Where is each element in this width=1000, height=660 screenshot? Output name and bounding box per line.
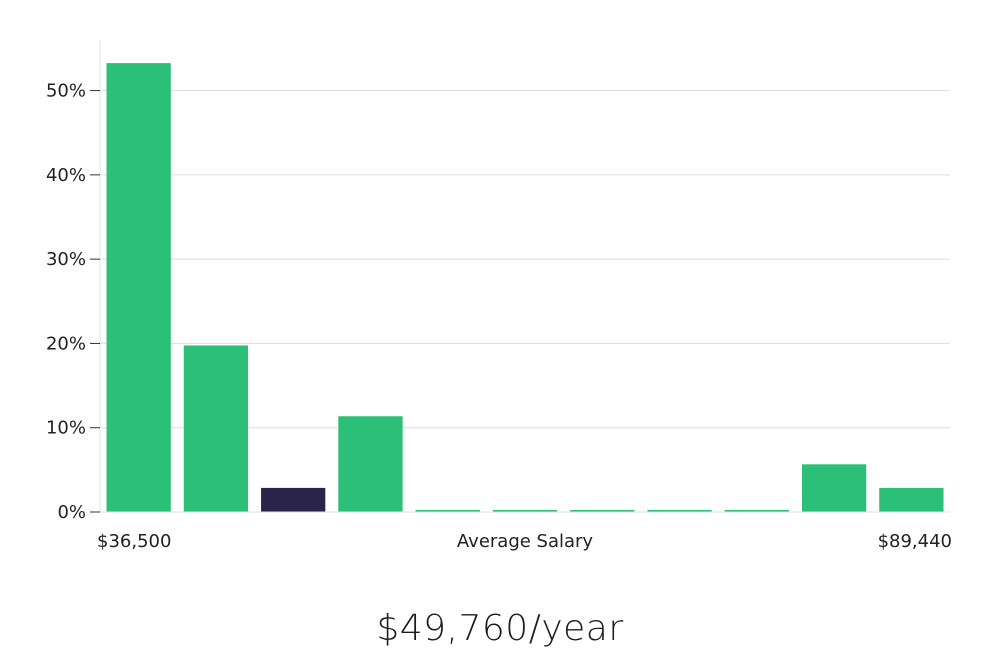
bar xyxy=(879,487,944,513)
bar-highlighted xyxy=(261,487,326,513)
bar xyxy=(801,464,867,513)
x-axis-title: Average Salary xyxy=(457,531,594,552)
bar xyxy=(338,416,403,513)
y-tick-label: 50% xyxy=(46,81,86,102)
x-max-label: $89,440 xyxy=(878,531,952,552)
y-tick-label: 0% xyxy=(57,502,86,523)
bar xyxy=(183,345,249,513)
x-min-label: $36,500 xyxy=(97,531,171,552)
y-tick-label: 30% xyxy=(46,249,86,270)
y-tick-label: 40% xyxy=(46,165,86,186)
average-salary-value: $49,760/year xyxy=(376,608,624,649)
gridlines xyxy=(100,90,950,429)
y-axis-ticks: 0% 10% 20% 30% 40% 50% xyxy=(46,81,100,523)
bars xyxy=(106,63,944,513)
y-tick-label: 20% xyxy=(46,333,86,354)
y-tick-label: 10% xyxy=(46,418,86,439)
bar xyxy=(106,63,171,513)
salary-histogram: 0% 10% 20% 30% 40% 50% $36,500 Average Salary… xyxy=(46,40,952,552)
